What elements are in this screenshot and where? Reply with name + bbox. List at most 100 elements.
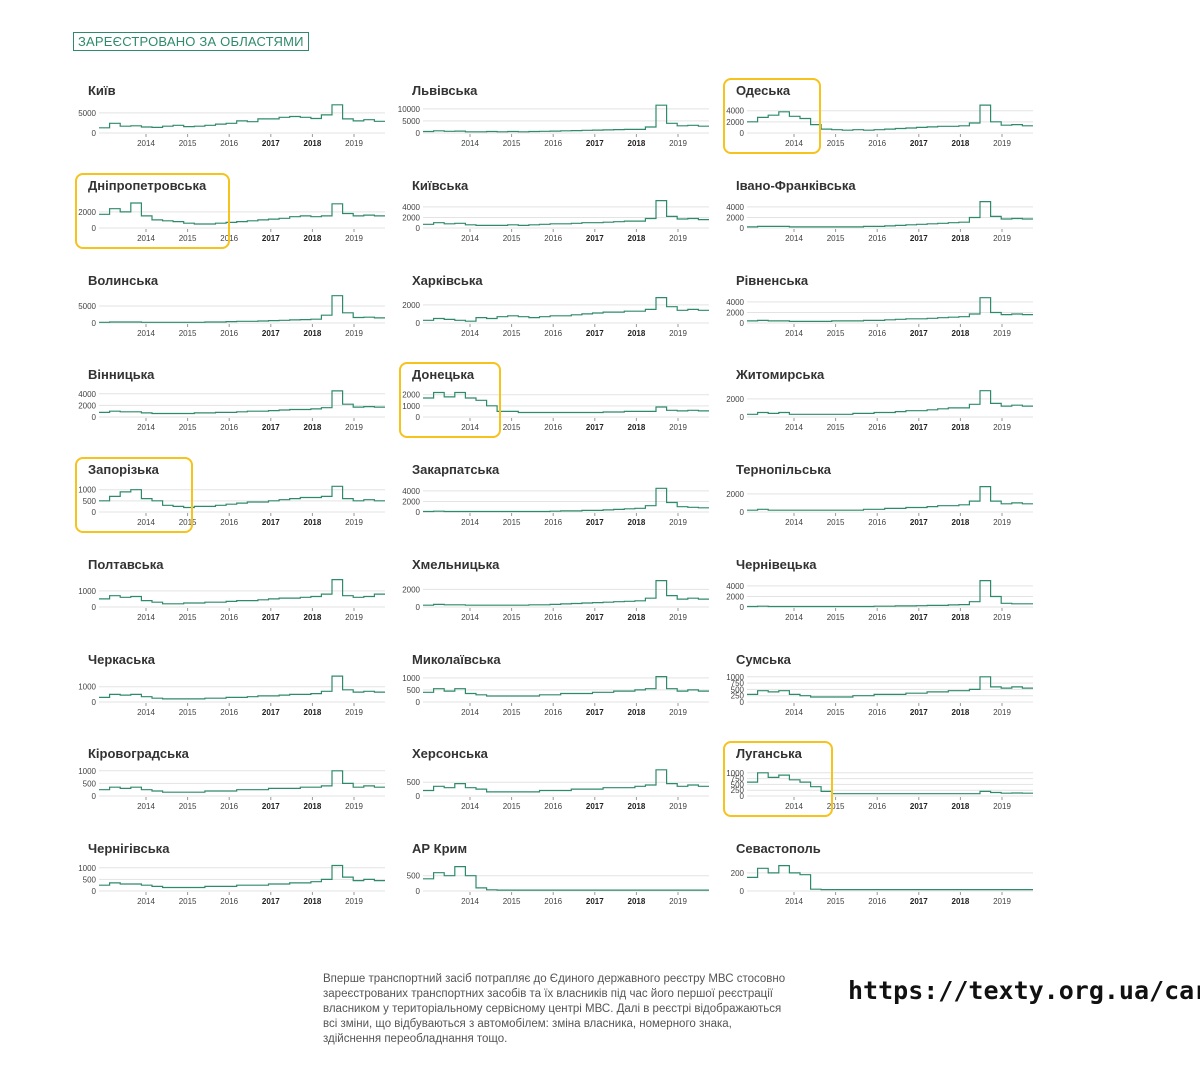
chart-panel: Івано-Франківська 0 2000 4000 2014 2015 2016 20… [721,173,1046,265]
chart-svg: 0 2000 2014 2015 2016 2017 2018 2019 [726,390,1033,432]
y-tick-label: 0 [92,129,97,138]
x-tick-label: 2016 [220,329,238,338]
x-tick-label: 2017 [262,613,280,622]
chart-svg: 0 2000 2014 2015 2016 2017 2018 2019 [402,297,709,338]
series-line [423,769,709,793]
x-tick-label: 2019 [993,708,1011,717]
series-line [747,201,1033,228]
x-tick-label: 2019 [993,329,1011,338]
x-tick-label: 2015 [827,708,845,717]
y-tick-label: 2000 [402,213,420,222]
x-tick-label: 2016 [544,518,562,527]
y-tick-label: 500 [83,497,97,506]
x-tick-label: 2019 [669,897,687,906]
chart-svg: 0 5000 2014 2015 2016 2017 2018 2019 [78,295,385,338]
x-tick-label: 2016 [220,139,238,148]
y-tick-label: 4000 [726,298,744,307]
chart-panel: Херсонська 0 500 2014 2015 2016 2017 2018 2019 [397,741,722,833]
chart-panel: Кіровоградська 0 500 1000 2014 2015 2016 2017 20… [73,741,398,833]
y-tick-label: 2000 [402,585,420,594]
series-line [747,580,1033,608]
x-tick-label: 2015 [503,708,521,717]
x-tick-label: 2016 [220,613,238,622]
x-tick-label: 2015 [503,329,521,338]
x-tick-label: 2018 [304,802,322,811]
x-tick-label: 2017 [262,708,280,717]
x-tick-label: 2019 [669,234,687,243]
y-tick-label: 1000 [402,402,420,411]
x-tick-label: 2014 [137,423,155,432]
x-tick-label: 2019 [345,708,363,717]
y-tick-label: 500 [731,685,745,694]
x-tick-label: 2018 [304,423,322,432]
x-tick-label: 2015 [503,139,521,148]
chart-title: Луганська [736,746,802,761]
chart-panel: Вінницька 0 2000 4000 2014 2015 2016 2017 2018 20… [73,362,398,454]
x-tick-label: 2014 [137,802,155,811]
x-tick-label: 2016 [544,613,562,622]
x-tick-label: 2018 [304,708,322,717]
chart-title: Вінницька [88,367,155,382]
y-tick-label: 500 [407,778,421,787]
x-tick-label: 2015 [827,423,845,432]
y-tick-label: 1000 [78,587,96,596]
x-tick-label: 2014 [461,613,479,622]
x-tick-label: 2019 [669,708,687,717]
y-tick-label: 4000 [402,203,420,212]
y-tick-label: 750 [731,775,745,784]
x-tick-label: 2017 [910,518,928,527]
y-tick-label: 0 [92,603,97,612]
x-tick-label: 2014 [785,613,803,622]
x-tick-label: 2018 [628,708,646,717]
chart-panel: АР Крим 0 500 2014 2015 2016 2017 2018 2019 [397,836,722,928]
x-tick-label: 2018 [628,897,646,906]
chart-title: Донецька [412,367,475,382]
source-url[interactable]: https://texty.org.ua/cars/ [848,976,1200,1005]
x-tick-label: 2018 [628,802,646,811]
x-tick-label: 2018 [304,139,322,148]
x-tick-label: 2016 [544,329,562,338]
x-tick-label: 2017 [586,234,604,243]
y-tick-label: 0 [416,319,421,328]
x-tick-label: 2017 [262,139,280,148]
chart-title: Житомирська [736,367,825,382]
y-tick-label: 1000 [726,673,744,682]
x-tick-label: 2017 [910,613,928,622]
y-tick-label: 0 [740,603,745,612]
x-tick-label: 2018 [628,329,646,338]
chart-title: Київ [88,83,116,98]
y-tick-label: 500 [407,686,421,695]
x-tick-label: 2014 [461,329,479,338]
chart-title: Рівненська [736,273,809,288]
y-tick-label: 2000 [726,213,744,222]
x-tick-label: 2019 [993,518,1011,527]
x-tick-label: 2019 [669,613,687,622]
chart-svg: 0 500 2014 2015 2016 2017 2018 2019 [407,769,709,811]
x-tick-label: 2016 [220,423,238,432]
series-line [99,675,385,700]
y-tick-label: 1000 [78,864,96,873]
x-tick-label: 2014 [785,234,803,243]
x-tick-label: 2019 [345,897,363,906]
chart-title: Івано-Франківська [736,178,856,193]
y-tick-label: 500 [83,875,97,884]
y-tick-label: 0 [416,224,421,233]
chart-panel: Черкаська 0 1000 2014 2015 2016 2017 2018 2019 [73,647,398,739]
x-tick-label: 2016 [544,423,562,432]
x-tick-label: 2015 [827,518,845,527]
series-line [99,864,385,889]
chart-panel: Тернопільська 0 2000 2014 2015 2016 2017 2018 20… [721,457,1046,549]
chart-title: Одеська [736,83,791,98]
chart-panel: Волинська 0 5000 2014 2015 2016 2017 2018 2019 [73,268,398,360]
series-line [423,200,709,226]
y-tick-label: 0 [92,792,97,801]
x-tick-label: 2016 [868,234,886,243]
x-tick-label: 2018 [952,897,970,906]
x-tick-label: 2014 [785,518,803,527]
y-tick-label: 0 [92,413,97,422]
y-tick-label: 750 [731,679,745,688]
